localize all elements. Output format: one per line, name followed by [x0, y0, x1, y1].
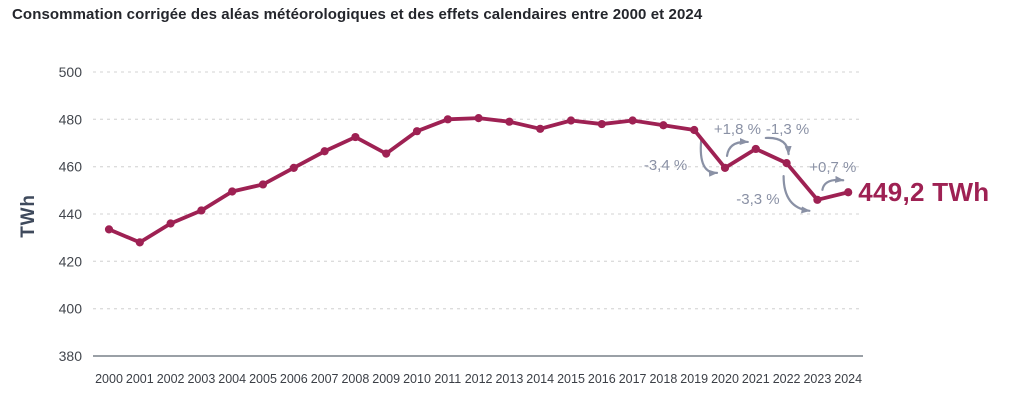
y-tick-380: 380 [59, 348, 83, 364]
x-tick-2001: 2001 [126, 372, 154, 386]
data-point-2009 [382, 149, 391, 158]
data-point-2014 [536, 124, 545, 133]
data-point-2024 [844, 188, 853, 197]
x-tick-2011: 2011 [434, 372, 461, 386]
data-point-2007 [320, 147, 329, 156]
x-tick-2014: 2014 [526, 372, 554, 386]
y-tick-420: 420 [59, 253, 83, 269]
delta-label-2023: -3,3 % [736, 191, 779, 208]
x-tick-2015: 2015 [557, 372, 585, 386]
delta-label-2020: -3,4 % [644, 157, 687, 174]
delta-label-2024: +0,7 % [809, 159, 856, 176]
data-point-2017 [628, 116, 637, 125]
y-tick-400: 400 [59, 301, 83, 317]
y-tick-480: 480 [59, 111, 83, 127]
x-tick-2024: 2024 [834, 372, 862, 386]
x-tick-2002: 2002 [157, 372, 185, 386]
x-tick-2007: 2007 [311, 372, 339, 386]
x-tick-2006: 2006 [280, 372, 308, 386]
x-tick-2000: 2000 [95, 372, 123, 386]
x-tick-2005: 2005 [249, 372, 277, 386]
data-point-2001 [135, 238, 144, 247]
data-point-2012 [474, 114, 483, 123]
data-point-2006 [289, 163, 298, 172]
x-tick-2021: 2021 [742, 372, 770, 386]
trend-arrow-2019-2020-down [699, 138, 719, 177]
data-point-2003 [197, 206, 206, 215]
y-tick-440: 440 [59, 206, 83, 222]
data-point-2022 [782, 159, 791, 168]
x-tick-2010: 2010 [403, 372, 431, 386]
x-tick-2013: 2013 [495, 372, 523, 386]
delta-label-2022: -1,3 % [766, 121, 809, 138]
trend-arrow-2020-2021-up [725, 138, 749, 157]
chart-title: Consommation corrigée des aléas météorol… [12, 6, 703, 23]
x-tick-2012: 2012 [465, 372, 493, 386]
data-point-2010 [412, 127, 422, 136]
end-value-label: 449,2 TWh [858, 177, 989, 207]
data-point-2023 [813, 195, 822, 204]
y-tick-500: 500 [59, 64, 83, 80]
data-point-2002 [166, 219, 175, 228]
data-point-2018 [659, 121, 668, 130]
delta-label-2021: +1,8 % [714, 121, 761, 138]
data-point-2021 [751, 144, 760, 154]
trend-arrow-2022-2023-down [782, 175, 811, 214]
data-point-2004 [228, 187, 237, 196]
x-tick-2020: 2020 [711, 372, 739, 386]
x-tick-2016: 2016 [588, 372, 616, 386]
x-tick-2018: 2018 [649, 372, 677, 386]
trend-arrow-2023-2024-up [821, 175, 845, 191]
data-point-2015 [566, 116, 576, 125]
x-tick-2023: 2023 [803, 372, 831, 386]
data-point-2019 [690, 125, 699, 135]
x-tick-2008: 2008 [341, 372, 369, 386]
data-point-2008 [351, 132, 360, 142]
x-tick-2003: 2003 [187, 372, 215, 386]
x-tick-2009: 2009 [372, 372, 400, 386]
x-tick-2004: 2004 [218, 372, 246, 386]
data-point-2011 [443, 115, 452, 124]
data-point-2005 [258, 180, 268, 189]
data-point-2013 [505, 117, 514, 126]
x-tick-2017: 2017 [619, 372, 647, 386]
data-point-2000 [104, 225, 114, 234]
x-tick-2022: 2022 [773, 372, 801, 386]
x-tick-2019: 2019 [680, 372, 708, 386]
trend-arrow-2021-2022-down [764, 136, 792, 156]
data-point-2016 [597, 119, 606, 129]
y-tick-460: 460 [59, 159, 83, 175]
data-point-2020 [720, 163, 730, 172]
